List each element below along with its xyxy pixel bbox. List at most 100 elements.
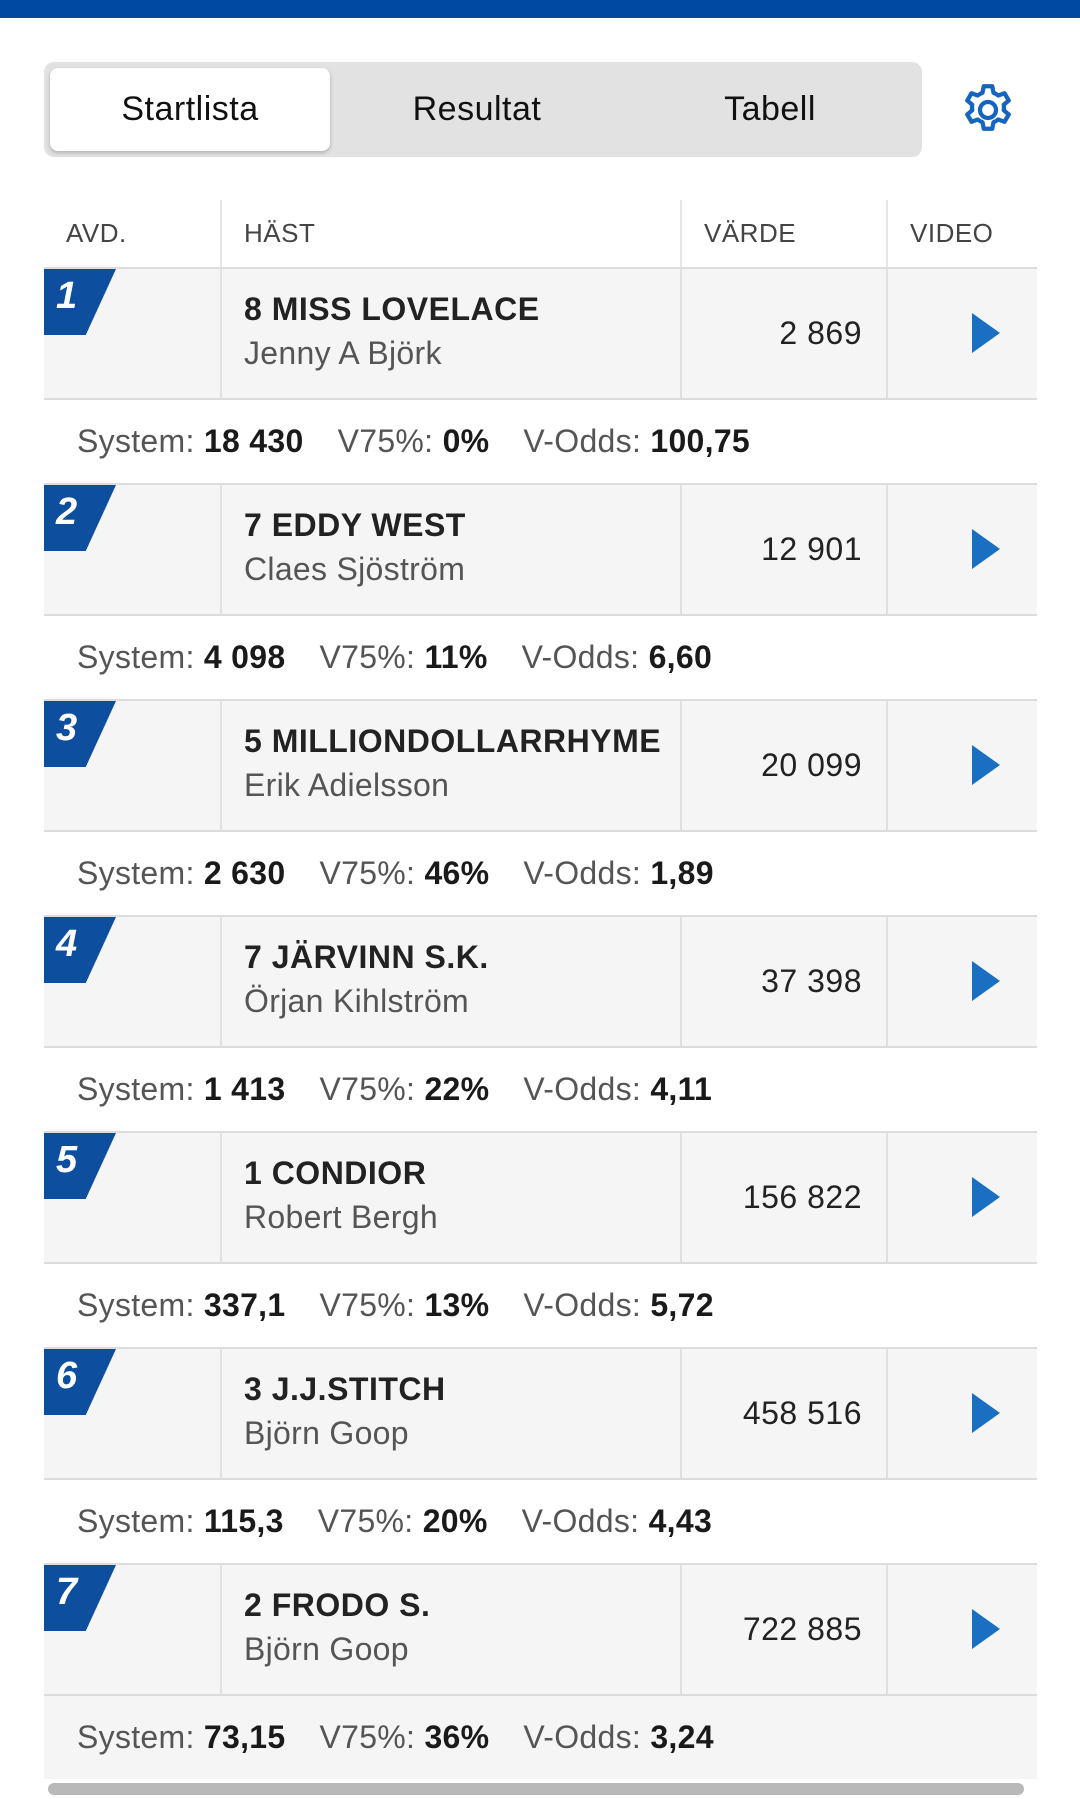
race-number: 2 (56, 491, 78, 533)
play-icon[interactable] (970, 959, 1002, 1003)
cell-divider (680, 701, 682, 830)
stat-label-system: System: (77, 1071, 195, 1107)
race-number: 6 (56, 1355, 78, 1397)
horse-name: 8 MISS LOVELACE (244, 291, 540, 327)
cell-divider (886, 917, 888, 1046)
stat-vodds: 100,75 (650, 423, 751, 459)
stat-label-vodds: V-Odds: (521, 1503, 640, 1539)
race-main-row[interactable]: 7 2 FRODO S. Björn Goop 722 885 (44, 1563, 1037, 1696)
race-number: 7 (56, 1571, 78, 1613)
cell-divider (886, 1133, 888, 1262)
driver-name: Jenny A Björk (244, 335, 442, 371)
race-row: 2 7 EDDY WEST Claes Sjöström 12 901 Syst… (44, 483, 1037, 699)
stat-label-system: System: (77, 855, 195, 891)
stat-label-system: System: (77, 639, 195, 675)
column-header-video: VIDEO (910, 218, 994, 248)
race-row: 3 5 MILLIONDOLLARRHYME Erik Adielsson 20… (44, 699, 1037, 915)
horse-name: 1 CONDIOR (244, 1155, 427, 1191)
cell-divider (220, 269, 222, 398)
stat-label-vodds: V-Odds: (523, 1071, 642, 1107)
race-row: 4 7 JÄRVINN S.K. Örjan Kihlström 37 398 … (44, 915, 1037, 1131)
race-main-row[interactable]: 2 7 EDDY WEST Claes Sjöström 12 901 (44, 483, 1037, 616)
cell-divider (886, 485, 888, 614)
driver-name: Björn Goop (244, 1415, 409, 1451)
stat-vodds: 4,43 (648, 1503, 713, 1539)
stat-v75: 20% (422, 1503, 488, 1539)
gear-icon[interactable] (958, 80, 1018, 140)
stat-v75: 0% (442, 423, 490, 459)
race-stats: System: 1 413 V75%: 22% V-Odds: 4,11 (44, 1048, 1037, 1131)
tab-tabell[interactable]: Tabell (724, 90, 816, 128)
stat-label-system: System: (77, 1287, 195, 1323)
horizontal-scrollbar[interactable] (48, 1783, 1024, 1795)
top-accent-bar (0, 0, 1080, 18)
play-icon[interactable] (970, 1607, 1002, 1651)
race-main-row[interactable]: 4 7 JÄRVINN S.K. Örjan Kihlström 37 398 (44, 915, 1037, 1048)
tab-resultat[interactable]: Resultat (412, 90, 542, 128)
stat-label-system: System: (77, 423, 195, 459)
race-number-badge (44, 1349, 116, 1415)
race-number: 3 (56, 707, 78, 749)
stat-system: 115,3 (203, 1503, 284, 1539)
race-value: 20 099 (761, 747, 862, 783)
horse-name: 3 J.J.STITCH (244, 1371, 446, 1407)
race-stats: System: 4 098 V75%: 11% V-Odds: 6,60 (44, 616, 1037, 699)
driver-name: Robert Bergh (244, 1199, 438, 1235)
tab-startlista[interactable]: Startlista (50, 68, 330, 151)
stat-v75: 13% (424, 1287, 490, 1323)
play-icon[interactable] (970, 527, 1002, 571)
stat-label-v75: V75%: (337, 423, 434, 459)
horse-name: 5 MILLIONDOLLARRHYME (244, 723, 662, 759)
stat-label-v75: V75%: (319, 1287, 416, 1323)
segmented-tabs: Startlista Resultat Tabell (44, 62, 922, 157)
column-divider (680, 200, 682, 267)
stat-vodds: 1,89 (650, 855, 714, 891)
stat-label-vodds: V-Odds: (523, 1287, 642, 1323)
cell-divider (680, 1133, 682, 1262)
cell-divider (680, 1349, 682, 1478)
stat-label-v75: V75%: (317, 1503, 414, 1539)
race-main-row[interactable]: 5 1 CONDIOR Robert Bergh 156 822 (44, 1131, 1037, 1264)
play-icon[interactable] (970, 311, 1002, 355)
horse-name: 7 EDDY WEST (244, 507, 466, 543)
race-number-badge (44, 269, 116, 335)
cell-divider (220, 1133, 222, 1262)
column-header-avd: AVD. (66, 218, 127, 248)
cell-divider (886, 1349, 888, 1478)
race-value: 2 869 (779, 315, 862, 351)
stat-vodds: 6,60 (648, 639, 713, 675)
horse-name: 7 JÄRVINN S.K. (244, 939, 489, 975)
column-header-varde: VÄRDE (704, 218, 797, 248)
cell-divider (680, 269, 682, 398)
race-number: 5 (56, 1139, 78, 1181)
cell-divider (886, 701, 888, 830)
race-main-row[interactable]: 3 5 MILLIONDOLLARRHYME Erik Adielsson 20… (44, 699, 1037, 832)
stat-v75: 46% (424, 855, 490, 891)
stat-system: 4 098 (203, 639, 286, 675)
cell-divider (220, 485, 222, 614)
race-stats: System: 18 430 V75%: 0% V-Odds: 100,75 (44, 400, 1037, 483)
race-number-badge (44, 1133, 116, 1199)
driver-name: Claes Sjöström (244, 551, 466, 587)
race-number-badge (44, 485, 116, 551)
cell-divider (886, 1565, 888, 1694)
play-icon[interactable] (970, 1175, 1002, 1219)
cell-divider (220, 917, 222, 1046)
race-number: 4 (56, 923, 78, 965)
race-main-row[interactable]: 6 3 J.J.STITCH Björn Goop 458 516 (44, 1347, 1037, 1480)
race-main-row[interactable]: 1 8 MISS LOVELACE Jenny A Björk 2 869 (44, 267, 1037, 400)
stat-label-vodds: V-Odds: (523, 423, 642, 459)
cell-divider (680, 485, 682, 614)
race-stats: System: 115,3 V75%: 20% V-Odds: 4,43 (44, 1480, 1037, 1563)
driver-name: Örjan Kihlström (244, 983, 469, 1019)
race-value: 12 901 (761, 531, 862, 567)
stat-vodds: 5,72 (650, 1287, 714, 1323)
cell-divider (220, 701, 222, 830)
cell-divider (680, 1565, 682, 1694)
play-icon[interactable] (970, 743, 1002, 787)
play-icon[interactable] (970, 1391, 1002, 1435)
column-divider (886, 200, 888, 267)
stat-system: 73,15 (203, 1719, 286, 1755)
race-value: 722 885 (742, 1611, 862, 1647)
stat-v75: 36% (424, 1719, 490, 1755)
